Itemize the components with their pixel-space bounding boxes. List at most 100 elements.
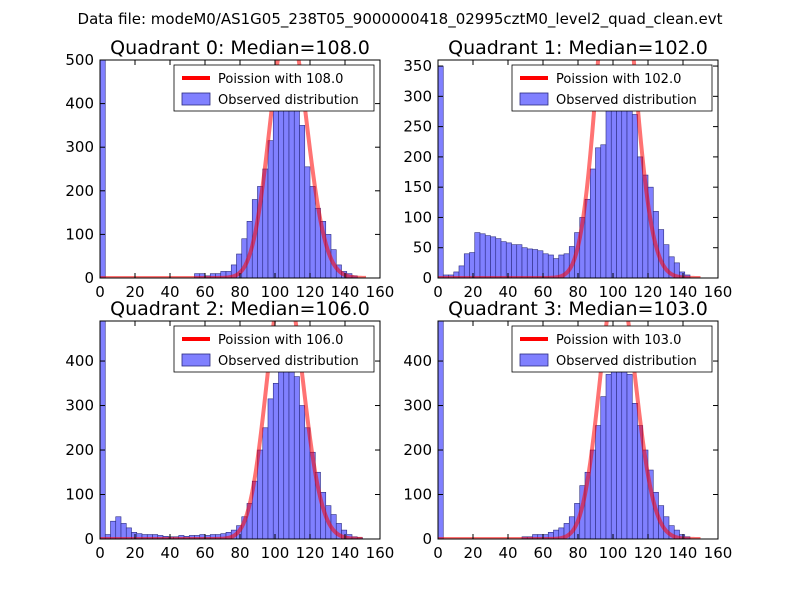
legend-patch-swatch — [519, 353, 549, 367]
histogram-bar — [474, 232, 481, 278]
histogram-bar — [621, 83, 628, 278]
x-tick-label: 60 — [533, 283, 552, 301]
y-tick-label: 100 — [403, 208, 432, 226]
x-tick-label: 100 — [599, 283, 628, 301]
legend: Poission with 106.0 Observed distribution — [173, 325, 375, 373]
y-tick-label: 0 — [84, 269, 94, 287]
x-tick-label: 120 — [634, 283, 663, 301]
legend-label: Poission with 103.0 — [556, 333, 681, 348]
histogram-bar — [272, 109, 279, 278]
x-tick-label: 0 — [433, 544, 443, 562]
y-tick-label: 400 — [65, 352, 94, 370]
figure-suptitle: Data file: modeM0/AS1G05_238T05_90000004… — [78, 10, 723, 29]
histogram-bar — [626, 374, 633, 539]
histogram-bar — [595, 425, 602, 539]
x-tick-label: 40 — [498, 283, 517, 301]
histogram-bar — [484, 235, 491, 278]
histogram-bar — [616, 83, 623, 278]
panel-title: Quadrant 3: Median=103.0 — [448, 298, 708, 320]
x-tick-label: 0 — [95, 283, 105, 301]
histogram-bar — [438, 321, 444, 539]
poisson-curve — [100, 321, 363, 539]
panel-title: Quadrant 1: Median=102.0 — [448, 37, 708, 59]
plot-area — [100, 321, 363, 539]
histogram-bar — [304, 166, 311, 278]
y-tick-label: 350 — [403, 57, 432, 75]
histogram-bar — [600, 144, 607, 278]
histogram-bar — [600, 396, 607, 539]
legend-patch-swatch — [181, 353, 211, 367]
panels: Quadrant 0: Median=108.0 0 20 40 60 80 100 120 1… — [65, 37, 733, 562]
plot-area — [100, 60, 367, 278]
histogram-bar — [542, 253, 549, 278]
histogram-bar — [547, 254, 554, 278]
histogram-bar — [637, 156, 644, 278]
y-tick-label: 300 — [65, 138, 94, 156]
histogram-bar — [537, 250, 544, 278]
plot-area — [438, 321, 701, 539]
y-tick-label: 300 — [65, 397, 94, 415]
y-tick-label: 200 — [403, 441, 432, 459]
histogram-bar — [299, 125, 306, 278]
x-tick-label: 20 — [463, 283, 482, 301]
y-tick-label: 400 — [403, 352, 432, 370]
histogram-bar — [589, 168, 596, 278]
histogram-bar — [120, 523, 127, 539]
histogram-bar — [532, 249, 539, 278]
histogram-bar — [267, 398, 274, 539]
x-tick-label: 100 — [261, 283, 290, 301]
x-tick-label: 80 — [230, 544, 249, 562]
histogram-bar — [631, 403, 638, 539]
legend-label: Poission with 108.0 — [218, 72, 343, 87]
y-tick-label: 0 — [422, 269, 432, 287]
x-tick-label: 160 — [704, 283, 733, 301]
histogram-bar — [605, 108, 612, 278]
histogram-bar — [293, 376, 300, 539]
x-tick-label: 40 — [160, 544, 179, 562]
histogram-bar — [100, 60, 106, 278]
histogram-bar — [673, 262, 680, 278]
x-tick-label: 0 — [433, 283, 443, 301]
plot-area — [438, 60, 701, 278]
y-tick-label: 200 — [403, 148, 432, 166]
legend-patch-swatch — [519, 92, 549, 106]
histogram-bar — [309, 186, 316, 278]
x-tick-label: 120 — [296, 544, 325, 562]
panel-quadrant-2: Quadrant 2: Median=106.0 0 20 40 60 80 100 120 1… — [65, 298, 395, 562]
x-tick-label: 60 — [195, 544, 214, 562]
x-tick-label: 140 — [669, 544, 698, 562]
histogram-bar — [626, 102, 633, 278]
histogram-bar — [490, 236, 497, 278]
histogram-bar — [495, 238, 502, 278]
x-tick-label: 40 — [160, 283, 179, 301]
histogram-bar — [516, 244, 523, 278]
y-tick-label: 200 — [65, 441, 94, 459]
histogram-bar — [511, 244, 518, 278]
x-tick-label: 140 — [669, 283, 698, 301]
x-tick-label: 160 — [366, 283, 395, 301]
legend-label: Poission with 106.0 — [218, 333, 343, 348]
y-tick-label: 0 — [84, 530, 94, 548]
x-tick-label: 160 — [366, 544, 395, 562]
x-tick-label: 160 — [704, 544, 733, 562]
x-tick-label: 140 — [331, 544, 360, 562]
histogram-bar — [463, 253, 470, 278]
panel-quadrant-1: Quadrant 1: Median=102.0 0 20 40 60 80 100 120 1… — [403, 37, 733, 301]
y-tick-label: 0 — [422, 530, 432, 548]
x-tick-label: 100 — [261, 544, 290, 562]
histogram-bar — [278, 109, 285, 278]
y-tick-label: 150 — [403, 178, 432, 196]
x-tick-label: 120 — [634, 544, 663, 562]
x-tick-label: 20 — [463, 544, 482, 562]
histogram-bar — [283, 354, 290, 539]
y-tick-label: 400 — [65, 95, 94, 113]
histogram-bar — [100, 321, 106, 539]
histogram-bar — [267, 140, 274, 278]
histogram-bar — [631, 114, 638, 278]
legend-label: Observed distribution — [218, 93, 359, 108]
y-tick-label: 100 — [403, 486, 432, 504]
histogram-bar — [278, 358, 285, 539]
panel-quadrant-0: Quadrant 0: Median=108.0 0 20 40 60 80 100 120 1… — [65, 37, 395, 301]
histogram-bar — [616, 351, 623, 539]
